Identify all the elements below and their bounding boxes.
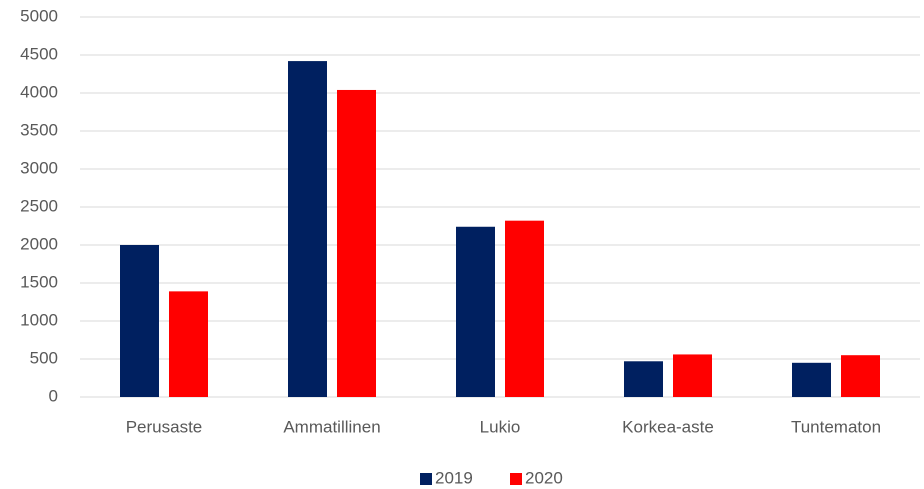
legend-label: 2020: [525, 468, 563, 487]
bar: [505, 220, 544, 397]
bar: [120, 245, 159, 397]
bar: [456, 226, 495, 397]
x-tick-label: Lukio: [480, 417, 521, 436]
x-tick-label: Tuntematon: [791, 417, 881, 436]
legend-swatch: [510, 473, 522, 485]
y-tick-label: 2500: [20, 196, 58, 215]
y-tick-label: 1000: [20, 310, 58, 329]
legend-label: 2019: [435, 468, 473, 487]
y-tick-label: 4500: [20, 44, 58, 63]
y-tick-label: 3000: [20, 158, 58, 177]
x-tick-label: Ammatillinen: [283, 417, 380, 436]
x-tick-label: Perusaste: [126, 417, 203, 436]
y-tick-label: 1500: [20, 272, 58, 291]
y-tick-label: 5000: [20, 6, 58, 25]
x-tick-label: Korkea-aste: [622, 417, 714, 436]
y-tick-label: 3500: [20, 120, 58, 139]
bar: [792, 362, 831, 397]
y-tick-label: 2000: [20, 234, 58, 253]
bar: [169, 291, 208, 397]
legend-swatch: [420, 473, 432, 485]
bar: [624, 361, 663, 397]
bar: [673, 354, 712, 397]
bar: [841, 355, 880, 397]
y-tick-label: 500: [30, 348, 58, 367]
bar: [288, 61, 327, 398]
bar: [337, 89, 376, 398]
y-tick-label: 4000: [20, 82, 58, 101]
y-tick-label: 0: [49, 386, 58, 405]
